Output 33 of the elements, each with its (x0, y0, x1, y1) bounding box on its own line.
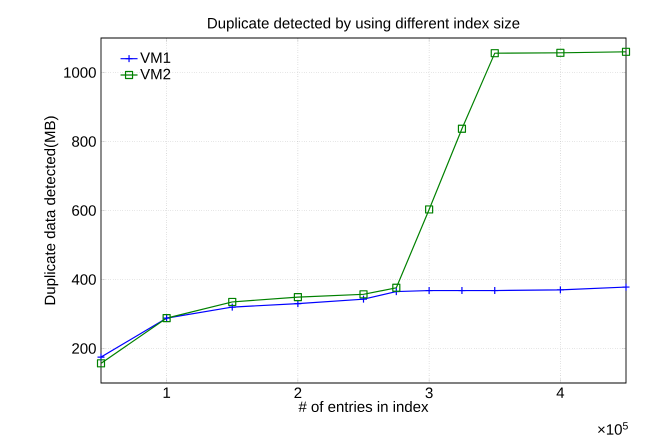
point (294, 292, 302, 302)
x-tick-label: 3 (426, 388, 433, 398)
point (490, 49, 499, 58)
point (425, 205, 434, 214)
point (490, 286, 499, 295)
y-tick-label: 600 (72, 205, 96, 216)
point (556, 286, 564, 294)
point (458, 124, 466, 133)
point (96, 353, 106, 362)
point (556, 48, 564, 57)
y-tick-label: 800 (72, 136, 96, 147)
x-axis-title: # of entries in index (298, 401, 428, 412)
point (359, 290, 368, 298)
y-tick-label: 400 (72, 274, 96, 285)
point (622, 282, 630, 292)
point (228, 298, 236, 306)
chart-title: Duplicate detected by using different index size (208, 17, 520, 32)
x-tick-label: 2 (294, 388, 302, 398)
x-tick-label: 1 (164, 388, 170, 398)
text: ×10$^{5}$ (598, 422, 628, 435)
point (96, 359, 106, 368)
point (228, 303, 236, 312)
point (425, 286, 434, 295)
legend-label: VM1 (140, 52, 170, 63)
point (622, 48, 630, 56)
point (458, 286, 466, 295)
point (359, 295, 368, 304)
y-tick-label: 200 (72, 343, 96, 354)
y-tick-label: 1000 (64, 67, 96, 78)
y-axis-title: Duplicate data detected(MB) (44, 116, 58, 304)
point (392, 284, 400, 292)
x-tick-label: 4 (556, 388, 564, 398)
legend-label: VM2 (140, 68, 170, 80)
